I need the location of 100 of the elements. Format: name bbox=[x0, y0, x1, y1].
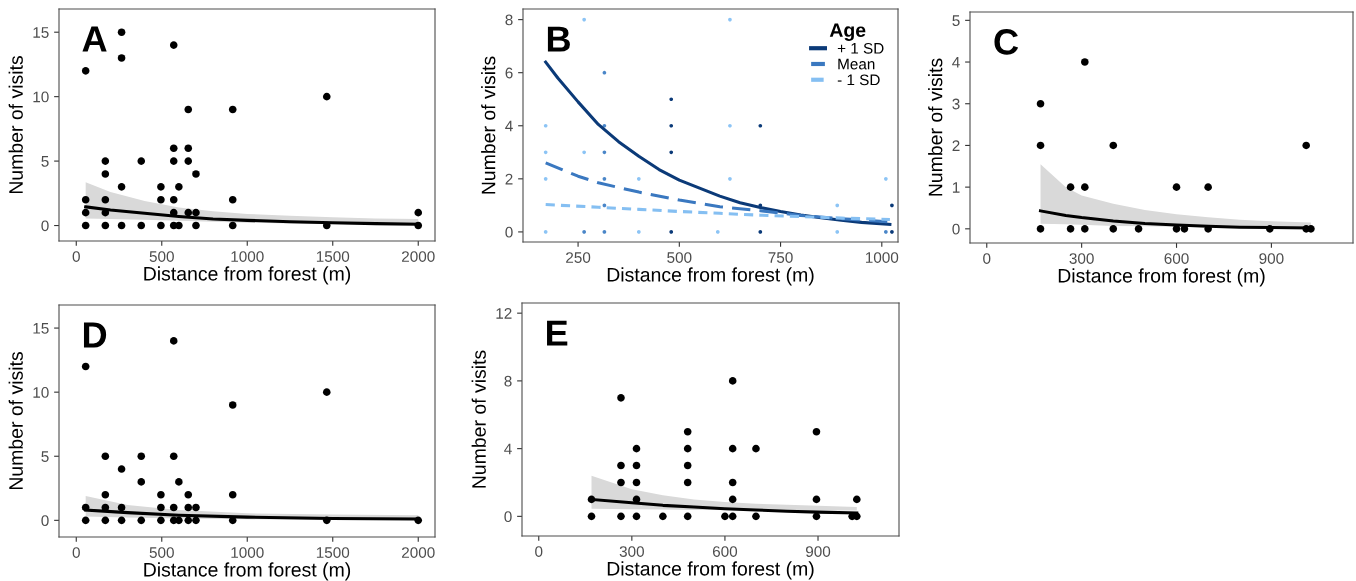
point bbox=[101, 221, 110, 230]
point bbox=[1081, 225, 1089, 233]
point bbox=[192, 170, 200, 178]
point bbox=[81, 208, 90, 217]
point bbox=[1036, 225, 1045, 233]
y-axis-title: Number of visits bbox=[928, 58, 943, 196]
x-tick-label: 2000 bbox=[402, 251, 435, 262]
y-tick-label: 10 bbox=[33, 91, 49, 103]
point bbox=[175, 183, 183, 191]
point bbox=[752, 444, 760, 453]
point bbox=[169, 41, 178, 49]
x-tick-label: 0 bbox=[72, 251, 80, 262]
point bbox=[602, 177, 607, 181]
point bbox=[884, 230, 888, 234]
y-tick-label: 0 bbox=[952, 223, 960, 235]
x-tick-label: 750 bbox=[768, 252, 793, 263]
point bbox=[602, 230, 607, 234]
point bbox=[322, 388, 331, 396]
point bbox=[184, 157, 193, 165]
point bbox=[81, 516, 90, 525]
point bbox=[721, 512, 729, 521]
point bbox=[752, 512, 760, 521]
x-axis-title: Distance from forest (m) bbox=[607, 561, 814, 580]
point bbox=[758, 123, 763, 128]
point bbox=[228, 221, 237, 230]
point bbox=[632, 478, 641, 487]
x-tick-label: 900 bbox=[805, 546, 831, 557]
point bbox=[175, 516, 183, 525]
point bbox=[582, 17, 586, 22]
point bbox=[890, 230, 894, 234]
point bbox=[683, 427, 692, 436]
point bbox=[1066, 183, 1075, 191]
legend-label: - 1 SD bbox=[837, 74, 880, 86]
point bbox=[1302, 141, 1310, 150]
point bbox=[101, 516, 110, 525]
y-tick-label: 2 bbox=[952, 140, 960, 151]
y-tick-label: 3 bbox=[952, 98, 960, 110]
point bbox=[117, 221, 126, 230]
point bbox=[169, 157, 178, 165]
point bbox=[228, 105, 237, 114]
x-tick-label: 1500 bbox=[316, 547, 350, 558]
point bbox=[587, 512, 596, 521]
annotation: D bbox=[83, 322, 107, 348]
y-tick-label: 10 bbox=[33, 387, 49, 398]
point bbox=[117, 503, 126, 512]
point bbox=[169, 503, 178, 512]
point bbox=[184, 490, 193, 499]
point bbox=[853, 495, 861, 504]
y-tick-label: 1 bbox=[952, 182, 960, 193]
y-tick-label: 0 bbox=[505, 226, 513, 238]
point bbox=[728, 478, 737, 487]
point bbox=[117, 465, 126, 473]
point bbox=[1204, 183, 1212, 191]
point bbox=[659, 512, 667, 521]
x-tick-label: 0 bbox=[535, 546, 543, 557]
y-tick-label: 6 bbox=[505, 67, 513, 79]
y-tick-label: 0 bbox=[41, 220, 49, 232]
point bbox=[169, 144, 178, 152]
x-axis-title: Distance from forest (m) bbox=[144, 266, 351, 285]
y-tick-label: 0 bbox=[41, 515, 49, 527]
x-tick-label: 1000 bbox=[231, 547, 264, 558]
point bbox=[728, 177, 732, 181]
point bbox=[669, 150, 674, 155]
point bbox=[157, 183, 165, 191]
x-tick-label: 900 bbox=[1259, 253, 1284, 264]
point bbox=[669, 97, 674, 102]
y-tick-label: 15 bbox=[33, 323, 49, 334]
point bbox=[228, 490, 237, 499]
point bbox=[1109, 141, 1118, 150]
y-tick-label: 8 bbox=[505, 14, 513, 26]
point bbox=[835, 230, 840, 234]
point bbox=[617, 394, 625, 402]
point bbox=[1172, 183, 1181, 191]
point bbox=[169, 195, 178, 204]
point bbox=[157, 221, 165, 230]
point bbox=[175, 221, 183, 230]
y-tick-label: 15 bbox=[33, 27, 49, 38]
x-tick-label: 500 bbox=[149, 251, 174, 262]
point bbox=[636, 230, 641, 234]
annotation: B bbox=[547, 26, 570, 52]
annotation: E bbox=[547, 320, 568, 346]
x-axis-title: Distance from forest (m) bbox=[607, 267, 814, 286]
point bbox=[1109, 225, 1118, 233]
point bbox=[228, 401, 237, 409]
x-tick-label: 1500 bbox=[316, 251, 350, 262]
x-tick-label: 0 bbox=[983, 253, 991, 264]
point bbox=[728, 512, 737, 521]
point bbox=[101, 452, 110, 461]
x-axis-title: Distance from forest (m) bbox=[1058, 268, 1265, 287]
point bbox=[137, 221, 146, 230]
point bbox=[632, 461, 641, 470]
point bbox=[1081, 58, 1089, 66]
point bbox=[184, 144, 193, 152]
y-tick-label: 2 bbox=[505, 173, 513, 185]
point bbox=[884, 177, 888, 181]
point bbox=[728, 17, 732, 22]
point bbox=[184, 503, 193, 512]
point bbox=[157, 195, 165, 204]
y-axis-title: Number of visits bbox=[8, 352, 23, 490]
point bbox=[184, 208, 193, 217]
